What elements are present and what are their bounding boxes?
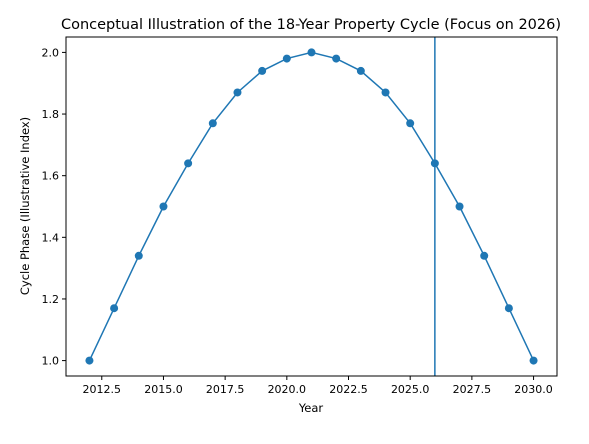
x-tick-label: 2030.0 <box>514 383 553 396</box>
y-tick-label: 1.4 <box>42 231 60 244</box>
data-point <box>307 48 316 57</box>
data-point <box>110 304 119 313</box>
x-tick-label: 2020.0 <box>268 383 307 396</box>
data-point <box>134 251 143 260</box>
y-tick-label: 1.6 <box>42 170 60 183</box>
y-tick-label: 2.0 <box>42 46 60 59</box>
data-point <box>406 119 415 128</box>
data-point <box>85 356 94 365</box>
chart-title: Conceptual Illustration of the 18-Year P… <box>61 17 561 33</box>
y-axis-label: Cycle Phase (Illustrative Index) <box>18 117 32 295</box>
y-axis: 1.0 1.2 1.4 1.6 1.8 2.0 <box>42 46 66 368</box>
data-point <box>184 159 193 168</box>
data-point <box>282 54 291 63</box>
y-tick-label: 1.8 <box>42 108 60 121</box>
data-point <box>332 54 341 63</box>
x-tick-label: 2015.0 <box>144 383 183 396</box>
x-axis: 2012.5 2015.0 2017.5 2020.0 2022.5 2025.0 2027… <box>83 376 553 396</box>
data-point <box>233 88 242 97</box>
data-point <box>504 304 513 313</box>
series-line <box>88 51 535 361</box>
axes-frame <box>65 36 558 377</box>
x-tick-label: 2022.5 <box>329 383 368 396</box>
y-tick-label: 1.0 <box>42 355 60 368</box>
data-point <box>159 202 168 211</box>
data-point <box>455 202 464 211</box>
x-axis-label: Year <box>298 401 324 415</box>
y-tick-label: 1.2 <box>42 293 60 306</box>
x-tick-label: 2012.5 <box>83 383 122 396</box>
data-point <box>258 66 267 75</box>
x-tick-label: 2027.5 <box>453 383 492 396</box>
data-point <box>381 88 390 97</box>
data-point <box>480 251 489 260</box>
plot-area <box>85 37 538 376</box>
data-point <box>208 119 217 128</box>
x-tick-label: 2017.5 <box>206 383 245 396</box>
x-tick-label: 2025.0 <box>391 383 430 396</box>
data-point <box>529 356 538 365</box>
data-point <box>356 66 365 75</box>
